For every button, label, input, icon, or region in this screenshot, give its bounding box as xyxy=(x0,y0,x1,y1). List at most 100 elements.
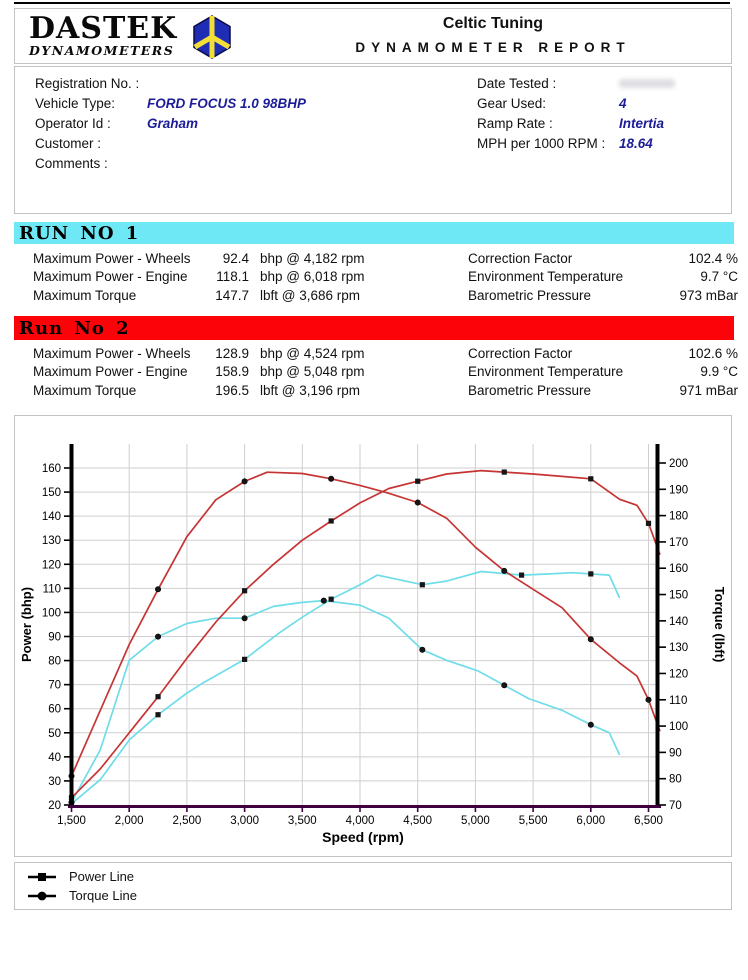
svg-text:100: 100 xyxy=(669,721,688,733)
svg-text:6,000: 6,000 xyxy=(576,815,605,827)
customer-label: Customer : xyxy=(35,135,102,151)
svg-text:170: 170 xyxy=(669,537,688,549)
stat-row: Barometric Pressure 971 mBar xyxy=(468,381,738,400)
svg-text:130: 130 xyxy=(42,535,61,547)
max-power-wheels-label: Maximum Power - Wheels xyxy=(33,345,191,361)
info-row: Gear Used: 4 xyxy=(477,93,675,113)
registration-label: Registration No. : xyxy=(35,75,140,91)
run1-stats: Maximum Power - Wheels 92.4 bhp @ 4,182 rp… xyxy=(33,249,365,305)
svg-text:70: 70 xyxy=(48,680,61,692)
svg-text:4,500: 4,500 xyxy=(403,815,432,827)
svg-text:5,500: 5,500 xyxy=(519,815,548,827)
barometric-pressure-label: Barometric Pressure xyxy=(468,287,592,303)
date-tested-redacted xyxy=(619,78,675,88)
svg-text:4,000: 4,000 xyxy=(346,815,375,827)
power-line-marker-icon xyxy=(28,872,56,881)
svg-text:80: 80 xyxy=(669,774,682,786)
max-power-wheels-value: 128.9 xyxy=(215,345,249,361)
logo-title: DASTEK xyxy=(29,11,178,47)
max-torque-label: Maximum Torque xyxy=(33,382,137,398)
run2-environment-stats: Correction Factor 102.6 % Environment Tem… xyxy=(468,344,738,400)
run2-banner: Run No 2 xyxy=(14,316,734,340)
barometric-pressure-value: 973 mBar xyxy=(679,287,738,303)
svg-text:3,500: 3,500 xyxy=(288,815,317,827)
svg-text:140: 140 xyxy=(669,616,688,628)
markers-Run 1 Torque (lbft) xyxy=(68,597,594,806)
environment-temperature-value: 9.9 °C xyxy=(700,364,738,380)
correction-factor-value: 102.4 % xyxy=(688,250,738,266)
svg-text:90: 90 xyxy=(669,747,682,759)
torque-line-marker-icon xyxy=(28,891,56,900)
correction-factor-label: Correction Factor xyxy=(468,250,573,266)
max-power-wheels-value: 92.4 xyxy=(222,250,249,266)
run1-banner: RUN NO 1 xyxy=(14,222,734,244)
max-power-engine-value: 158.9 xyxy=(215,364,249,380)
gridlines xyxy=(72,444,656,805)
stat-row: Environment Temperature 9.7 °C xyxy=(468,268,738,287)
barometric-pressure-label: Barometric Pressure xyxy=(468,382,592,398)
series-lines xyxy=(70,469,661,805)
info-row: Registration No. : xyxy=(35,73,306,93)
svg-text:150: 150 xyxy=(669,590,688,602)
stat-row: Correction Factor 102.6 % xyxy=(468,344,738,363)
mph-per-1000rpm-label: MPH per 1000 RPM : xyxy=(477,135,606,151)
svg-text:70: 70 xyxy=(669,800,682,812)
max-torque-unit: lbft @ 3,196 rpm xyxy=(260,382,360,398)
info-row: Vehicle Type: FORD FOCUS 1.0 98BHP xyxy=(35,93,306,113)
svg-text:6,500: 6,500 xyxy=(634,815,663,827)
svg-text:5,000: 5,000 xyxy=(461,815,490,827)
svg-text:90: 90 xyxy=(48,632,61,644)
gear-used-value: 4 xyxy=(619,95,627,111)
svg-text:160: 160 xyxy=(669,563,688,575)
stat-row: Environment Temperature 9.9 °C xyxy=(468,363,738,382)
svg-text:2,000: 2,000 xyxy=(115,815,144,827)
ramp-rate-label: Ramp Rate : xyxy=(477,115,553,131)
info-row: Operator Id : Graham xyxy=(35,113,306,133)
svg-text:190: 190 xyxy=(669,484,688,496)
legend-item-torque: Torque Line xyxy=(27,886,731,905)
ramp-rate-value: Intertia xyxy=(619,115,665,131)
svg-text:50: 50 xyxy=(48,728,61,740)
chart-legend: Power Line Torque Line xyxy=(14,862,732,910)
stat-row: Barometric Pressure 973 mBar xyxy=(468,286,738,305)
stat-row: Maximum Torque 196.5 lbft @ 3,196 rpm xyxy=(33,381,365,400)
svg-text:120: 120 xyxy=(669,668,688,680)
svg-text:160: 160 xyxy=(42,463,61,475)
legend-torque-label: Torque Line xyxy=(69,888,137,903)
dastek-logo: DASTEK DYNAMOMETERS xyxy=(29,12,233,60)
correction-factor-label: Correction Factor xyxy=(468,345,573,361)
svg-text:3,000: 3,000 xyxy=(230,815,259,827)
max-torque-unit: lbft @ 3,686 rpm xyxy=(260,287,360,303)
info-row: Customer : xyxy=(35,133,306,153)
tick-labels: 20 30 40 50 60 70 80 90 100 110 120 130 140 150 160 70 8… xyxy=(42,458,688,827)
line-Run 1 Torque (lbft) xyxy=(70,599,621,803)
svg-text:180: 180 xyxy=(669,511,688,523)
line-Run 1 Power (bhp) xyxy=(70,570,621,805)
mph-per-1000rpm-value: 18.64 xyxy=(619,135,653,151)
date-tested-label: Date Tested : xyxy=(477,75,557,91)
stat-row: Maximum Power - Engine 158.9 bhp @ 5,048 r… xyxy=(33,363,365,382)
logo-subtitle: DYNAMOMETERS xyxy=(29,43,175,59)
dyno-chart: 20 30 40 50 60 70 80 90 100 110 120 130 140 150 160 70 8… xyxy=(19,444,727,845)
line-Run 2 Torque (lbft) xyxy=(70,471,661,777)
stat-row: Correction Factor 102.4 % xyxy=(468,249,738,268)
info-row: Comments : xyxy=(35,153,306,173)
info-row: Date Tested : xyxy=(477,73,675,93)
svg-text:130: 130 xyxy=(669,642,688,654)
svg-text:150: 150 xyxy=(42,487,61,499)
vehicle-info-panel: Registration No. : Vehicle Type: FORD FOC… xyxy=(14,66,732,214)
report-header: DASTEK DYNAMOMETERS Celtic Tuning DYNAMO… xyxy=(14,8,732,64)
environment-temperature-label: Environment Temperature xyxy=(468,269,624,285)
info-row: MPH per 1000 RPM : 18.64 xyxy=(477,133,675,153)
svg-text:2,500: 2,500 xyxy=(173,815,202,827)
svg-text:Speed (rpm): Speed (rpm) xyxy=(322,829,404,845)
comments-label: Comments : xyxy=(35,155,108,171)
run2-stats: Maximum Power - Wheels 128.9 bhp @ 4,524 r… xyxy=(33,344,365,400)
run1-environment-stats: Correction Factor 102.4 % Environment Tem… xyxy=(468,249,738,305)
stat-row: Maximum Power - Wheels 92.4 bhp @ 4,182 rp… xyxy=(33,249,365,268)
vehicle-type-label: Vehicle Type: xyxy=(35,95,116,111)
svg-text:110: 110 xyxy=(669,695,687,707)
max-torque-value: 196.5 xyxy=(215,382,249,398)
svg-text:Torque (lbft): Torque (lbft) xyxy=(712,587,727,663)
